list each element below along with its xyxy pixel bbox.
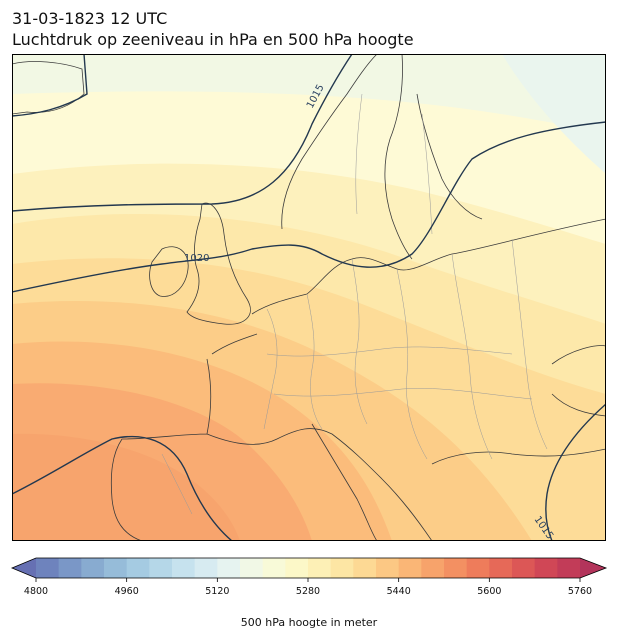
- isobar-north-corner: [12, 54, 88, 117]
- pressure-isobars: [12, 54, 606, 541]
- colorbar-segment: [126, 558, 150, 578]
- colorbar-segment: [217, 558, 241, 578]
- height-band: [12, 433, 240, 541]
- isobar-1015-north: [12, 54, 353, 212]
- colorbar-tick-label: 4800: [24, 586, 48, 597]
- continent-coast: [110, 218, 606, 541]
- colorbar-segment: [240, 558, 264, 578]
- colorbar-segment: [81, 558, 105, 578]
- colorbar-segment: [36, 558, 60, 578]
- map-date-title: 31-03-1823 12 UTC: [12, 9, 168, 28]
- colorbar-tick-label: 4960: [115, 586, 139, 597]
- colorbar-segment: [262, 558, 286, 578]
- colorbar: 48004960512052805440560057605920 500 hPa…: [10, 557, 608, 629]
- country-borders: [161, 93, 548, 515]
- colorbar-segment: [421, 558, 445, 578]
- colorbar-segment: [444, 558, 468, 578]
- colorbar-segment: [194, 558, 218, 578]
- weather-map: 1015 1020 1015: [12, 54, 606, 541]
- colorbar-segment: [353, 558, 377, 578]
- colorbar-segment: [308, 558, 332, 578]
- colorbar-tick-label: 5120: [205, 586, 229, 597]
- britain-coast: [186, 202, 251, 325]
- isobar-1015-south: [545, 403, 606, 541]
- coastlines: [12, 54, 606, 541]
- colorbar-label: 500 hPa hoogte in meter: [241, 616, 378, 629]
- colorbar-segment: [58, 558, 82, 578]
- isobar-label: 1020: [184, 253, 209, 264]
- colorbar-segments: [12, 558, 606, 578]
- colorbar-extend-low: [12, 558, 36, 578]
- colorbar-segment: [330, 558, 354, 578]
- colorbar-segment: [398, 558, 422, 578]
- colorbar-extend-high: [580, 558, 606, 578]
- isobar-1020: [12, 121, 606, 293]
- map-subtitle: Luchtdruk op zeeniveau in hPa en 500 hPa…: [12, 30, 414, 49]
- colorbar-segment: [557, 558, 581, 578]
- colorbar-tick-label: 5600: [477, 586, 501, 597]
- ireland-coast: [149, 246, 189, 297]
- black-sea-coast: [551, 345, 606, 417]
- colorbar-tick-label: 5280: [296, 586, 320, 597]
- colorbar-segment: [285, 558, 309, 578]
- isobar-south-west: [12, 435, 233, 541]
- colorbar-segment: [149, 558, 173, 578]
- colorbar-segment: [534, 558, 558, 578]
- colorbar-ticks: 48004960512052805440560057605920: [24, 578, 592, 597]
- scandinavia-coast: [281, 54, 483, 260]
- colorbar-segment: [376, 558, 400, 578]
- height-band: [12, 54, 606, 134]
- colorbar-tick-label: 5760: [568, 586, 592, 597]
- colorbar-segment: [172, 558, 196, 578]
- colorbar-segment: [466, 558, 490, 578]
- map-frame: [12, 54, 606, 541]
- height-band: [502, 54, 606, 174]
- colorbar-segment: [489, 558, 513, 578]
- colorbar-segment: [512, 558, 536, 578]
- colorbar-segment: [104, 558, 128, 578]
- colorbar-tick-label: 5440: [387, 586, 411, 597]
